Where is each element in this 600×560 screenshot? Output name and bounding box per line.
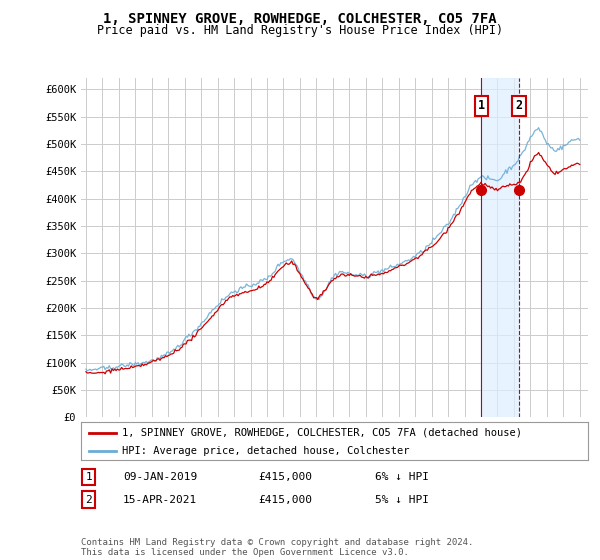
Text: 1, SPINNEY GROVE, ROWHEDGE, COLCHESTER, CO5 7FA: 1, SPINNEY GROVE, ROWHEDGE, COLCHESTER, …	[103, 12, 497, 26]
Text: 09-JAN-2019: 09-JAN-2019	[123, 472, 197, 482]
Text: Contains HM Land Registry data © Crown copyright and database right 2024.
This d: Contains HM Land Registry data © Crown c…	[81, 538, 473, 557]
Text: 1: 1	[478, 99, 485, 112]
Text: 2: 2	[515, 99, 522, 112]
Text: Price paid vs. HM Land Registry's House Price Index (HPI): Price paid vs. HM Land Registry's House …	[97, 24, 503, 36]
Text: £415,000: £415,000	[258, 494, 312, 505]
Text: £415,000: £415,000	[258, 472, 312, 482]
Bar	[481, 78, 518, 417]
Text: 6% ↓ HPI: 6% ↓ HPI	[375, 472, 429, 482]
Text: 1, SPINNEY GROVE, ROWHEDGE, COLCHESTER, CO5 7FA (detached house): 1, SPINNEY GROVE, ROWHEDGE, COLCHESTER, …	[122, 427, 521, 437]
Text: 1: 1	[85, 472, 92, 482]
Text: 15-APR-2021: 15-APR-2021	[123, 494, 197, 505]
Text: 5% ↓ HPI: 5% ↓ HPI	[375, 494, 429, 505]
Text: 2: 2	[85, 494, 92, 505]
Text: HPI: Average price, detached house, Colchester: HPI: Average price, detached house, Colc…	[122, 446, 409, 456]
